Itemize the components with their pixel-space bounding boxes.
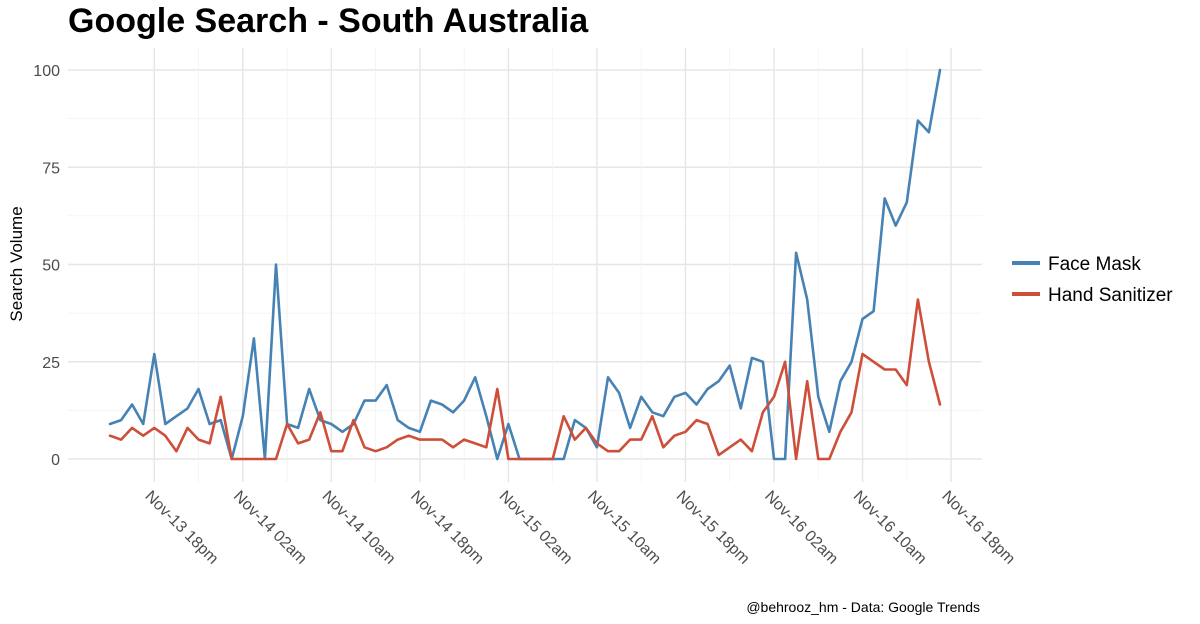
- y-axis-label: Search Volume: [7, 206, 26, 321]
- x-tick-label: Nov-15 18pm: [673, 488, 753, 568]
- y-tick-label: 100: [33, 63, 60, 80]
- x-tick-label: Nov-14 10am: [319, 488, 399, 568]
- x-tick-label: Nov-14 18pm: [407, 488, 487, 568]
- x-tick-label: Nov-16 10am: [850, 488, 930, 568]
- y-axis-ticks: 0 25 50 75 100: [33, 63, 60, 469]
- caption: @behrooz_hm - Data: Google Trends: [746, 599, 980, 615]
- grid: [68, 48, 982, 482]
- x-axis-ticks: Nov-13 18pm Nov-14 02am Nov-14 10am Nov-14 …: [141, 488, 1018, 568]
- series-lines: [108, 68, 942, 461]
- y-tick-label: 50: [42, 258, 60, 275]
- x-tick-label: Nov-16 02am: [761, 488, 841, 568]
- legend-label: Face Mask: [1048, 254, 1141, 275]
- series-line-hand-sanitizer: [108, 298, 942, 461]
- legend-label: Hand Sanitizer: [1048, 285, 1173, 306]
- x-tick-label: Nov-15 10am: [584, 488, 664, 568]
- y-tick-label: 75: [42, 160, 60, 177]
- chart-title: Google Search - South Australia: [68, 2, 589, 40]
- x-tick-label: Nov-16 18pm: [938, 488, 1018, 568]
- y-tick-label: 25: [42, 355, 60, 372]
- y-tick-label: 0: [51, 452, 60, 469]
- x-tick-label: Nov-15 02am: [496, 488, 576, 568]
- legend: Face Mask Hand Sanitizer: [1012, 254, 1173, 306]
- x-tick-label: Nov-13 18pm: [141, 488, 221, 568]
- x-tick-label: Nov-14 02am: [230, 488, 310, 568]
